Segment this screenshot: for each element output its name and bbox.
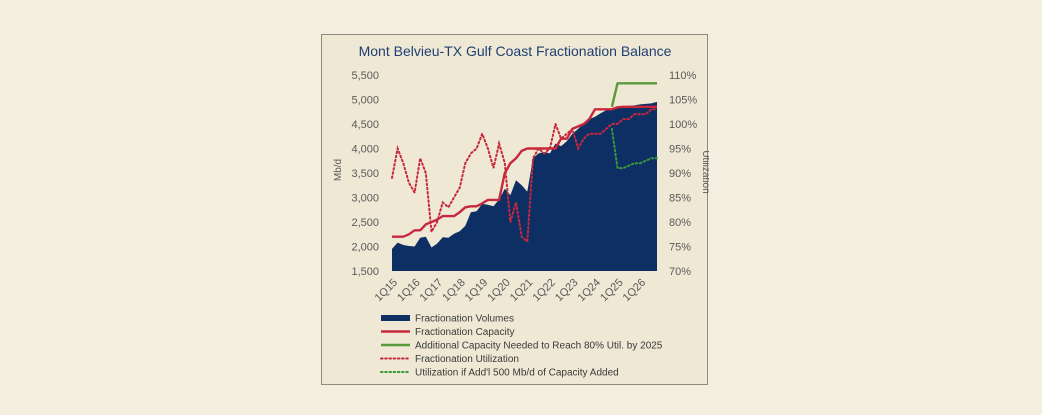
x-tick-label: 1Q18 — [440, 277, 468, 305]
chart-frame: Mont Belvieu-TX Gulf Coast Fractionation… — [321, 34, 709, 385]
y-tick-label: 3,500 — [351, 168, 379, 180]
plot-area — [391, 82, 658, 272]
x-tick-label: 1Q26 — [621, 277, 649, 305]
chart-title: Mont Belvieu-TX Gulf Coast Fractionation… — [359, 43, 672, 59]
x-tick-label: 1Q23 — [553, 277, 581, 305]
legend-swatch — [381, 315, 410, 321]
series-dotted-fractionation-utilization — [391, 108, 658, 244]
y2-tick-label: 75% — [669, 242, 691, 254]
legend-item: Fractionation Volumes — [381, 314, 514, 325]
legend-item: Fractionation Capacity — [381, 327, 515, 338]
legend-label: Fractionation Volumes — [415, 314, 514, 325]
legend-label: Fractionation Utilization — [415, 354, 519, 365]
y-tick-label: 5,500 — [351, 70, 379, 82]
y2-axis-title: Utilization — [700, 150, 709, 193]
legend-label: Utilization if Add'l 500 Mb/d of Capacit… — [415, 368, 619, 379]
y-axis-right: 70% 75% 80% 85% 90% 95% 100% 105% 110% — [669, 70, 697, 278]
x-tick-label: 1Q15 — [373, 277, 401, 305]
y-tick-label: 3,000 — [351, 193, 379, 205]
series-dotted-utilization-if-add-l-500-mb-d-of-capacity-added — [610, 127, 658, 170]
y-axis-title: Mb/d — [333, 159, 344, 181]
y2-tick-label: 80% — [669, 217, 691, 229]
y2-tick-label: 100% — [669, 119, 697, 131]
legend-item: Utilization if Add'l 500 Mb/d of Capacit… — [380, 368, 619, 379]
y-tick-label: 4,500 — [351, 119, 379, 131]
series-line-fractionation-capacity — [392, 105, 657, 238]
y-tick-label: 2,000 — [351, 242, 379, 254]
legend-item: Additional Capacity Needed to Reach 80% … — [381, 341, 663, 352]
chart-svg: Mont Belvieu-TX Gulf Coast Fractionation… — [333, 43, 709, 379]
legend-label: Additional Capacity Needed to Reach 80% … — [415, 341, 663, 352]
y-tick-label: 1,500 — [351, 266, 379, 278]
y-tick-label: 4,000 — [351, 144, 379, 156]
x-axis: 1Q151Q161Q171Q181Q191Q201Q211Q221Q231Q24… — [373, 277, 649, 305]
legend-label: Fractionation Capacity — [415, 327, 515, 338]
y-tick-label: 2,500 — [351, 217, 379, 229]
x-tick-label: 1Q24 — [576, 277, 604, 305]
x-tick-label: 1Q25 — [598, 277, 626, 305]
y-tick-label: 5,000 — [351, 95, 379, 107]
y2-tick-label: 85% — [669, 193, 691, 205]
y2-tick-label: 90% — [669, 168, 691, 180]
y2-tick-label: 95% — [669, 144, 691, 156]
y2-tick-label: 70% — [669, 266, 691, 278]
x-tick-label: 1Q19 — [463, 277, 491, 305]
x-tick-label: 1Q22 — [530, 277, 558, 305]
y2-tick-label: 110% — [669, 70, 697, 82]
legend-item: Fractionation Utilization — [380, 354, 519, 365]
y2-tick-label: 105% — [669, 95, 697, 107]
series-line-additional-capacity-needed-to-reach-80-util-by-2025 — [610, 82, 657, 108]
legend: Fractionation Volumes Fractionation Capac… — [380, 314, 663, 379]
x-tick-label: 1Q16 — [395, 277, 423, 305]
x-tick-label: 1Q21 — [508, 277, 536, 305]
series-area-fractionation-volumes — [392, 101, 657, 272]
x-tick-label: 1Q17 — [418, 277, 446, 305]
x-tick-label: 1Q20 — [485, 277, 513, 305]
y-axis-left: 1,500 2,000 2,500 3,000 3,500 4,000 4,500 5,000… — [351, 70, 379, 278]
